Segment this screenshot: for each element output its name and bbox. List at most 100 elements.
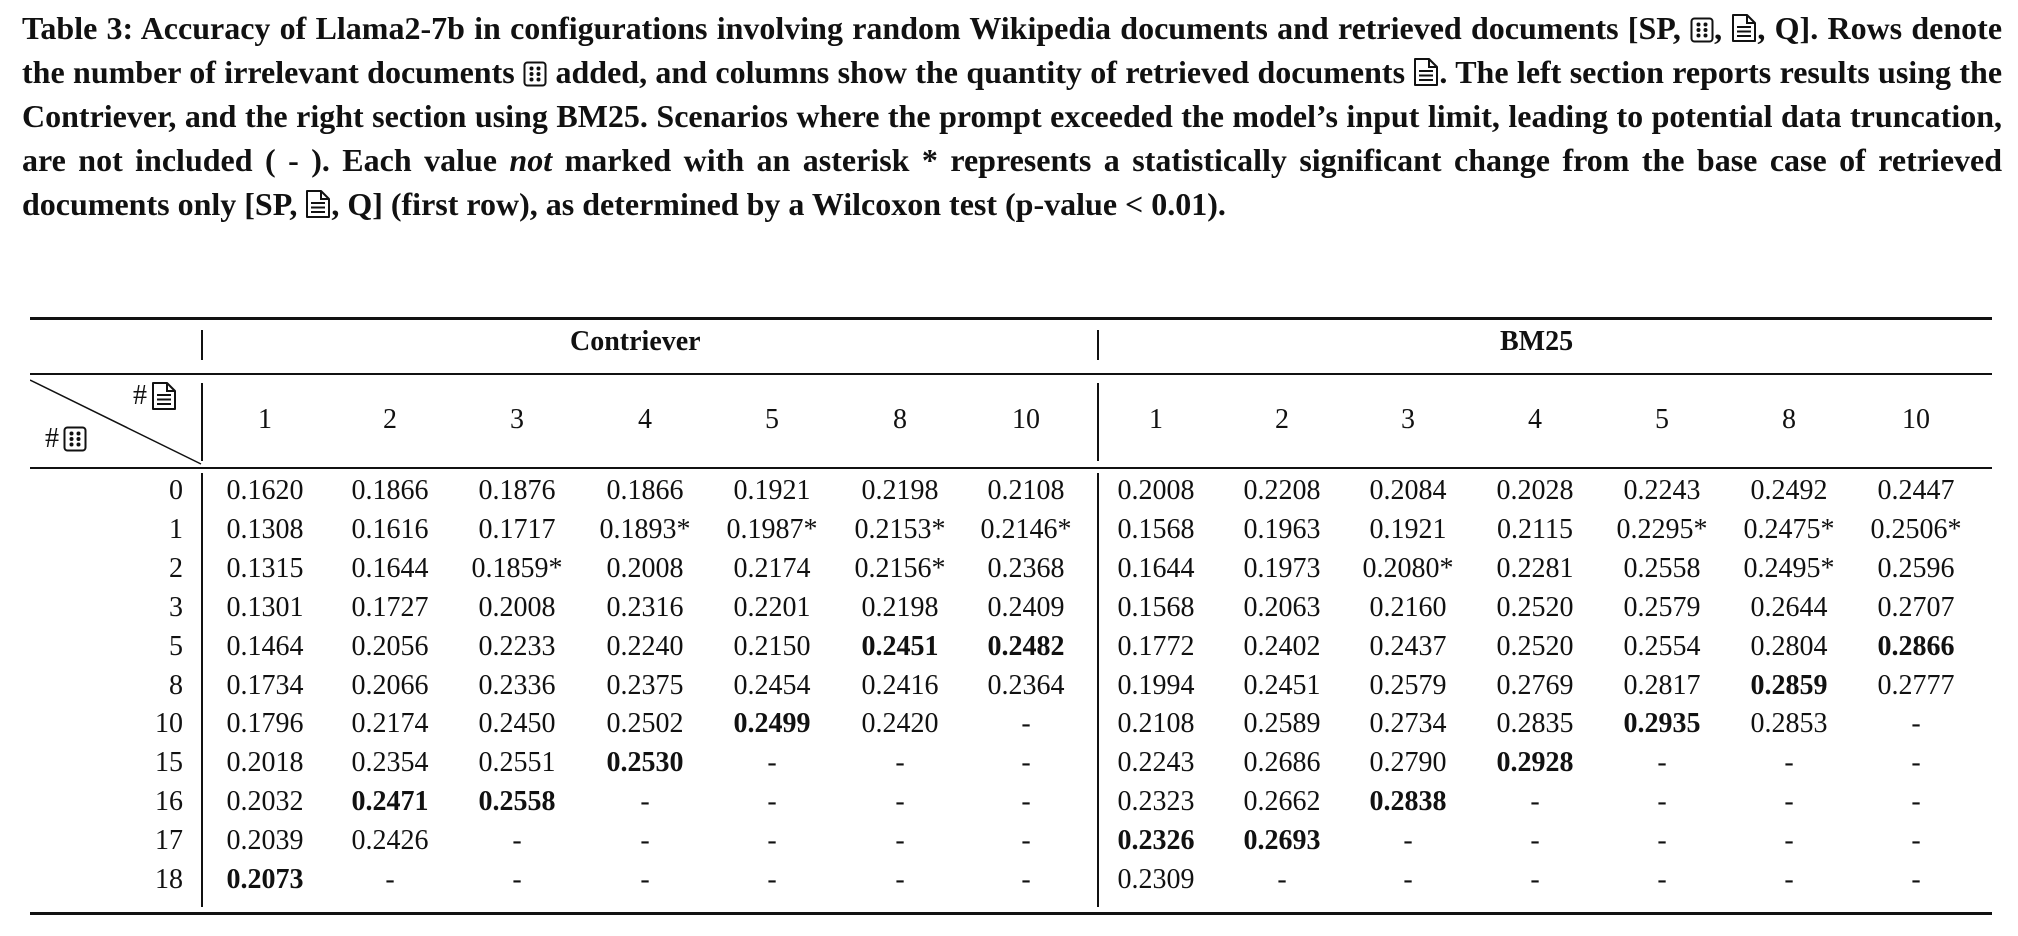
table-cell-bm25: 0.2589	[1243, 708, 1321, 740]
table-cell-bm25: 0.1973	[1243, 552, 1321, 584]
table-cell-contriever: 0.2530	[606, 747, 684, 779]
table-cell-contriever: 0.2426	[351, 825, 429, 857]
table-cell-bm25: 0.2323	[1117, 786, 1195, 818]
table-cell-bm25: -	[1277, 864, 1287, 895]
table-cell-bm25: 0.2790	[1369, 747, 1447, 779]
table-cell-bm25: 0.2769	[1496, 669, 1574, 701]
table-cell-bm25: 0.2063	[1243, 591, 1321, 623]
table-cell-contriever: 0.2354	[351, 747, 429, 779]
table-cell-contriever: 0.2108	[987, 475, 1065, 506]
table-cell-contriever: 0.2201	[733, 591, 811, 623]
table-cell-contriever: 0.1301	[226, 591, 304, 623]
caption-text: added, and columns show the quantity of …	[555, 54, 1406, 90]
table-cell-contriever: 0.2375	[606, 669, 684, 701]
table-cell-bm25: 0.2402	[1243, 630, 1321, 662]
table-cell-contriever: 0.2416	[861, 669, 939, 701]
table-cell-contriever: 0.1717	[478, 513, 556, 545]
table-cell-contriever: 0.1921	[733, 475, 811, 506]
table-cell-contriever: -	[640, 825, 650, 857]
table-cell-contriever: 0.2499	[733, 708, 811, 740]
caption-text: marked with an asterisk * represents a s…	[22, 142, 2003, 222]
table-cell-bm25: 0.2506*	[1870, 513, 1962, 545]
group-header-rule	[30, 373, 1992, 375]
table-cell-bm25: 0.2160	[1369, 591, 1447, 623]
table-cell-contriever: 0.1866	[351, 475, 429, 506]
table-cell-contriever: -	[767, 786, 777, 818]
table-cell-bm25: -	[1530, 825, 1540, 857]
table-cell-contriever: 0.2032	[226, 786, 304, 818]
column-divider	[1097, 473, 1099, 907]
column-header-contriever-2: 2	[383, 404, 397, 435]
table-cell-contriever: 0.2450	[478, 708, 556, 740]
table-cell-contriever: -	[1021, 864, 1031, 895]
table-cell-bm25: -	[1784, 747, 1794, 779]
corner-hash: #	[133, 380, 147, 411]
column-header-contriever-5: 5	[765, 404, 779, 435]
table-cell-contriever: 0.1644	[351, 552, 429, 584]
table-cell-bm25: -	[1657, 786, 1667, 818]
corner-hash: #	[45, 423, 59, 454]
table-cell-bm25: -	[1657, 864, 1667, 895]
row-label: 3	[169, 591, 183, 623]
table-cell-bm25: -	[1911, 708, 1921, 740]
table-cell-bm25: 0.2579	[1369, 669, 1447, 701]
group-header-contriever: Contriever	[570, 326, 701, 357]
table-cell-contriever: -	[895, 825, 905, 857]
table-cell-bm25: 0.2208	[1243, 475, 1321, 506]
table-cell-bm25: -	[1911, 747, 1921, 779]
table-caption: Table 3: Accuracy of Llama2-7b in config…	[22, 6, 2002, 226]
table-top-rule	[30, 317, 1992, 320]
column-header-contriever-8: 8	[893, 404, 907, 435]
table-cell-contriever: 0.2066	[351, 669, 429, 701]
table-cell-contriever: -	[640, 786, 650, 818]
dice-icon	[1690, 17, 1714, 43]
corner-diagonal	[30, 379, 202, 465]
table-cell-bm25: 0.2838	[1369, 786, 1447, 818]
table-cell-contriever: 0.1727	[351, 591, 429, 623]
table-cell-contriever: 0.2336	[478, 669, 556, 701]
table-cell-bm25: 0.1568	[1117, 591, 1195, 623]
table-cell-contriever: 0.2454	[733, 669, 811, 701]
document-icon	[1413, 57, 1439, 87]
table-cell-bm25: -	[1403, 825, 1413, 857]
caption-text: ,	[1714, 10, 1723, 46]
table-cell-bm25: 0.2707	[1877, 591, 1955, 623]
column-header-bm25-4: 4	[1528, 404, 1542, 435]
table-cell-bm25: 0.1963	[1243, 513, 1321, 545]
table-cell-bm25: 0.2243	[1117, 747, 1195, 779]
table-cell-contriever: 0.2316	[606, 591, 684, 623]
table-cell-contriever: -	[895, 747, 905, 779]
column-divider	[201, 383, 203, 461]
table-cell-contriever: 0.2156*	[854, 552, 946, 584]
group-header-bm25: BM25	[1500, 326, 1574, 357]
column-header-bm25-10: 10	[1902, 404, 1930, 435]
group-divider	[201, 330, 203, 360]
row-label: 16	[155, 786, 183, 818]
table-cell-bm25: -	[1784, 825, 1794, 857]
table-cell-bm25: 0.2492	[1750, 475, 1828, 506]
table-cell-bm25: 0.2662	[1243, 786, 1321, 818]
caption-italic: not	[509, 142, 553, 178]
table-cell-bm25: 0.2804	[1750, 630, 1828, 662]
column-header-contriever-10: 10	[1012, 404, 1040, 435]
table-cell-bm25: 0.2734	[1369, 708, 1447, 740]
table-cell-bm25: 0.2115	[1497, 513, 1573, 545]
table-cell-bm25: -	[1530, 786, 1540, 818]
row-label: 1	[169, 513, 183, 545]
row-label: 5	[169, 630, 183, 662]
table-cell-bm25: 0.2326	[1117, 825, 1195, 857]
row-label: 2	[169, 552, 183, 584]
table-cell-bm25: 0.2447	[1877, 475, 1955, 506]
table-cell-bm25: 0.2777	[1877, 669, 1955, 701]
table-cell-bm25: 0.2935	[1623, 708, 1701, 740]
table-cell-contriever: 0.1859*	[471, 552, 563, 584]
row-label: 17	[155, 825, 183, 857]
table-cell-contriever: 0.2240	[606, 630, 684, 662]
table-cell-bm25: 0.1772	[1117, 630, 1195, 662]
table-cell-bm25: 0.2520	[1496, 591, 1574, 623]
table-cell-contriever: -	[767, 825, 777, 857]
table-cell-bm25: 0.2644	[1750, 591, 1828, 623]
table-cell-bm25: 0.2928	[1496, 747, 1574, 779]
header-rule	[30, 467, 1992, 469]
table-cell-contriever: 0.2008	[606, 552, 684, 584]
